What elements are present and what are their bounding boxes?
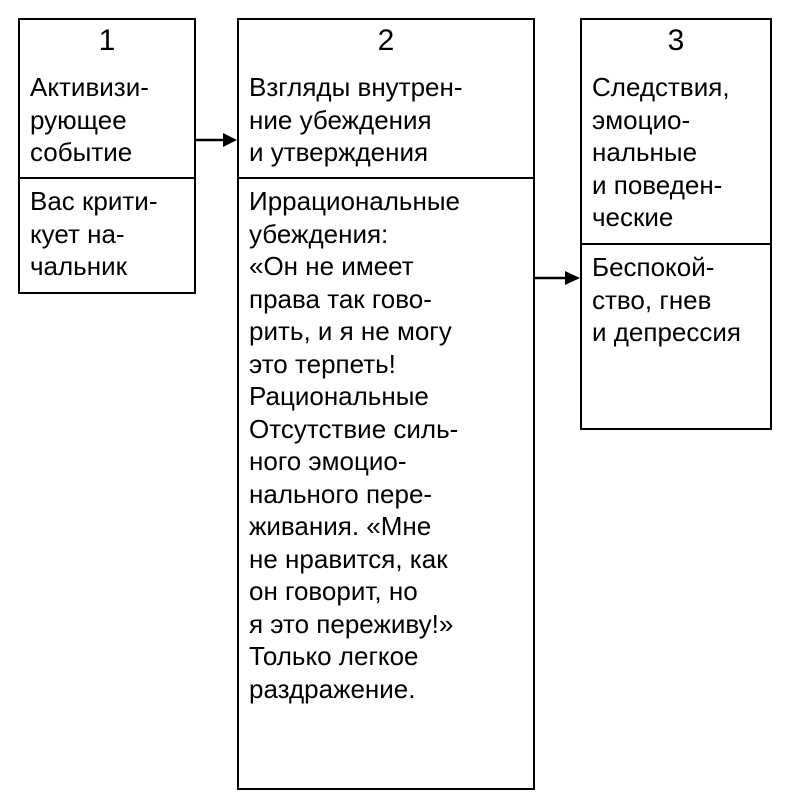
arrow-2-to-3 <box>535 266 580 290</box>
node-number: 2 <box>239 20 533 65</box>
diagram-canvas: 1 Активизи-рующеесобытие Вас крити-кует … <box>0 0 790 812</box>
node-body: Беспокой-ство, гневи депрессия <box>582 243 770 357</box>
arrow-1-to-2 <box>196 128 237 152</box>
node-title: Взгляды внутрен-ние убежденияи утвержден… <box>239 65 533 177</box>
flow-node-1: 1 Активизи-рующеесобытие Вас крити-кует … <box>18 18 196 294</box>
node-body: Вас крити-кует на-чальник <box>20 177 194 291</box>
node-title: Активизи-рующеесобытие <box>20 65 194 177</box>
node-title: Следствия,эмоцио-нальныеи поведен-ческие <box>582 65 770 243</box>
node-body: Иррациональныеубеждения:«Он не имеетправ… <box>239 177 533 713</box>
node-number: 3 <box>582 20 770 65</box>
flow-node-2: 2 Взгляды внутрен-ние убежденияи утвержд… <box>237 18 535 790</box>
node-number: 1 <box>20 20 194 65</box>
flow-node-3: 3 Следствия,эмоцио-нальныеи поведен-ческ… <box>580 18 772 430</box>
